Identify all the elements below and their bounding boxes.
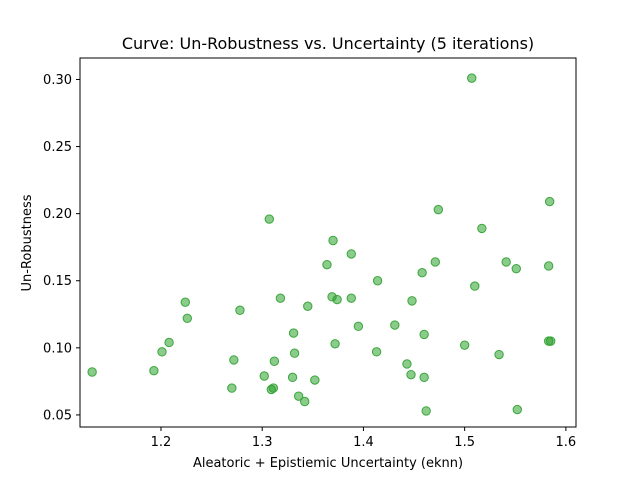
data-point [322, 259, 332, 270]
data-point [330, 339, 340, 349]
chart-title: Curve: Un-Robustness vs. Uncertainty (5 … [122, 34, 534, 53]
x-tick-label: 1.6 [556, 435, 577, 450]
data-point [235, 305, 245, 315]
data-point [149, 365, 159, 376]
data-point [512, 404, 522, 415]
x-tick-label: 1.5 [454, 435, 475, 450]
data-point [402, 359, 412, 369]
y-tick-label: 0.15 [43, 274, 72, 289]
data-point [372, 276, 383, 286]
y-axis-label: Un-Robustness [20, 194, 35, 291]
data-point [346, 293, 356, 303]
data-point [269, 356, 280, 366]
y-tick-label: 0.30 [43, 73, 72, 88]
data-point [353, 321, 364, 332]
y-tick-label: 0.25 [43, 140, 72, 155]
x-tick-label: 1.2 [151, 435, 172, 450]
data-point [328, 235, 338, 246]
data-point [390, 320, 400, 330]
data-point [264, 214, 274, 224]
data-point [300, 396, 310, 407]
data-point [467, 73, 477, 83]
data-point [229, 355, 239, 365]
data-point [259, 371, 269, 381]
y-tick-label: 0.05 [43, 408, 72, 423]
data-point [544, 196, 555, 207]
data-point [268, 383, 279, 393]
y-axis-ticks: 0.05 0.10 0.15 0.20 0.25 0.30 [43, 73, 80, 423]
data-point [227, 383, 237, 393]
data-point [470, 281, 480, 291]
data-point [433, 204, 444, 215]
data-point [545, 336, 556, 346]
data-point [157, 347, 167, 357]
data-point [421, 406, 431, 416]
data-points [87, 73, 556, 416]
data-point [164, 337, 174, 348]
data-point [332, 294, 342, 305]
data-point [477, 223, 487, 234]
data-point [275, 293, 286, 303]
data-point [288, 328, 299, 338]
data-point [346, 249, 356, 259]
data-point [182, 313, 193, 324]
data-point [406, 369, 416, 380]
x-tick-label: 1.3 [252, 435, 273, 450]
data-point [287, 372, 298, 383]
y-tick-label: 0.20 [43, 207, 72, 222]
x-tick-label: 1.4 [353, 435, 374, 450]
data-point [310, 375, 320, 385]
data-point [407, 296, 417, 306]
data-point [459, 340, 470, 350]
data-point [494, 349, 504, 360]
x-axis-label: Aleatoric + Epistiemic Uncertainty (eknn… [193, 456, 463, 471]
data-point [511, 263, 521, 274]
data-point [293, 391, 304, 401]
data-point [419, 329, 429, 340]
plot-frame [79, 57, 577, 428]
data-point [289, 348, 300, 358]
data-point [501, 257, 511, 267]
data-point [87, 367, 97, 377]
x-axis-ticks: 1.2 1.3 1.4 1.5 1.6 [151, 427, 577, 450]
data-point [417, 267, 427, 278]
data-point [430, 257, 440, 267]
y-tick-label: 0.10 [43, 341, 72, 356]
data-point [371, 347, 382, 357]
data-point [180, 297, 190, 307]
data-point [543, 261, 554, 271]
data-point [419, 372, 429, 383]
data-point [303, 301, 313, 311]
